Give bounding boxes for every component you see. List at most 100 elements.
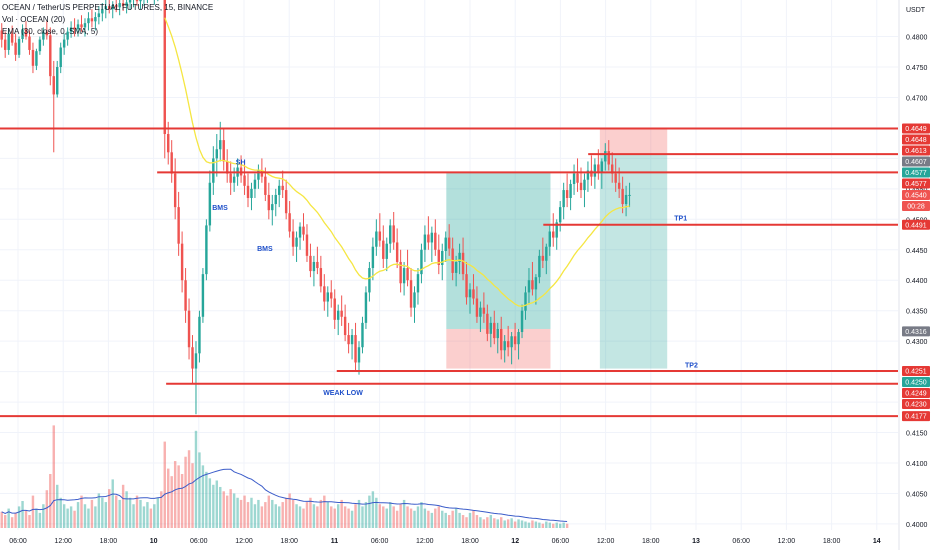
y-tick-label: 0.4050 xyxy=(906,491,928,498)
volume-bar xyxy=(187,450,191,528)
volume-bar xyxy=(302,508,305,528)
volume-bar xyxy=(382,506,385,528)
candle-body xyxy=(597,164,600,172)
candle-body xyxy=(59,47,62,68)
candle-body xyxy=(607,151,610,165)
volume-bar xyxy=(121,484,125,528)
volume-bar xyxy=(208,478,212,528)
candle-body xyxy=(319,268,323,287)
candle-body xyxy=(108,6,111,10)
symbol-title[interactable]: OCEAN / TetherUS PERPETUAL FUTURES, 15, … xyxy=(2,3,214,12)
candle-body xyxy=(111,4,114,10)
volume-bar xyxy=(552,523,555,528)
ema-line xyxy=(164,17,630,307)
price-label-box xyxy=(902,200,930,211)
x-tick-label: 18:00 xyxy=(642,538,660,545)
volume-bar xyxy=(496,519,499,528)
candle-body xyxy=(191,347,194,369)
volume-bar xyxy=(0,511,3,528)
volume-bar xyxy=(59,497,62,528)
volume-bar xyxy=(427,510,430,528)
volume-bar xyxy=(114,495,118,528)
ema-indicator-label[interactable]: EMA (30, close, 0, SMA, 5) xyxy=(2,27,99,36)
volume-bar xyxy=(531,520,534,528)
volume-bar xyxy=(160,491,163,528)
y-tick-label: 0.4100 xyxy=(906,461,928,468)
candles xyxy=(0,0,631,415)
volume-bar xyxy=(489,515,493,528)
volume-bar xyxy=(454,508,458,528)
candle-body xyxy=(479,307,482,317)
candle-body xyxy=(531,280,534,290)
candle-body xyxy=(225,161,229,174)
price-axis[interactable]: USDT 0.48000.47500.47000.46500.46000.455… xyxy=(898,0,930,550)
horizontal-levels[interactable] xyxy=(0,127,898,418)
candle-body xyxy=(56,67,59,95)
candle-body xyxy=(260,170,264,177)
candle-body xyxy=(378,231,382,241)
volume-bar xyxy=(125,491,128,528)
price-label-text: 0.4649 xyxy=(905,126,927,133)
candle-body xyxy=(354,335,357,363)
x-tick-label: 06:00 xyxy=(371,538,389,545)
volume-bar xyxy=(49,474,52,528)
x-tick-label: 10 xyxy=(150,538,158,545)
annotations: SH BMS BMS WEAK LOW TP1 TP2 xyxy=(212,159,698,396)
candle-body xyxy=(271,204,274,211)
volume-bar xyxy=(409,508,413,528)
volume-bar xyxy=(101,497,104,528)
candle-body xyxy=(10,33,14,43)
y-tick-label: 0.4750 xyxy=(906,65,928,72)
volume-bar xyxy=(80,495,83,528)
volume-bar xyxy=(253,504,257,528)
candle-body xyxy=(28,36,31,50)
volume-bar xyxy=(486,517,489,528)
candle-body xyxy=(326,292,330,302)
candle-body xyxy=(350,335,354,345)
y-tick-label: 0.4450 xyxy=(906,248,928,255)
chart-annotation: TP2 xyxy=(685,362,698,369)
x-tick-label: 12:00 xyxy=(778,538,796,545)
candle-body xyxy=(66,31,69,40)
volume-bar xyxy=(364,502,368,528)
volume-bar xyxy=(173,461,177,528)
candle-body xyxy=(576,173,579,183)
candle-body xyxy=(395,242,399,262)
candle-body xyxy=(35,51,38,66)
volume-bar xyxy=(333,508,336,528)
volume-bar xyxy=(465,517,468,528)
volume-bar xyxy=(545,521,548,528)
volume-ma-line xyxy=(1,468,568,522)
x-tick-label: 06:00 xyxy=(552,538,570,545)
volume-bar xyxy=(510,518,513,528)
volume-bar xyxy=(350,510,354,528)
y-tick-label: 0.4700 xyxy=(906,95,928,102)
x-tick-label: 06:00 xyxy=(9,538,27,545)
volume-bar xyxy=(284,497,288,528)
price-label-text: 0.4577 xyxy=(905,170,927,177)
volume-bar xyxy=(232,493,236,528)
volume-bar xyxy=(423,508,427,528)
candle-body xyxy=(201,274,205,317)
candle-body xyxy=(208,182,212,226)
time-axis[interactable]: 06:00 12:00 18:00 10 06:00 12:00 18:00 11 06:00 1… xyxy=(9,538,881,545)
candle-body xyxy=(139,0,142,2)
candle-body xyxy=(31,49,35,66)
volume-bar xyxy=(305,502,309,528)
candle-body xyxy=(441,250,444,265)
candle-body xyxy=(621,188,624,205)
candle-body xyxy=(389,225,392,244)
volume-bar xyxy=(257,499,260,528)
candle-body xyxy=(392,225,395,243)
candle-body xyxy=(232,176,236,183)
candle-body xyxy=(0,30,3,40)
volume-bar xyxy=(420,502,423,528)
candle-body xyxy=(385,243,388,259)
volume-bar xyxy=(291,499,295,528)
candle-body xyxy=(187,310,191,348)
candle-body xyxy=(371,246,375,269)
volume-indicator-label[interactable]: Vol · OCEAN (20) xyxy=(2,15,66,24)
volume-bar xyxy=(146,502,149,528)
